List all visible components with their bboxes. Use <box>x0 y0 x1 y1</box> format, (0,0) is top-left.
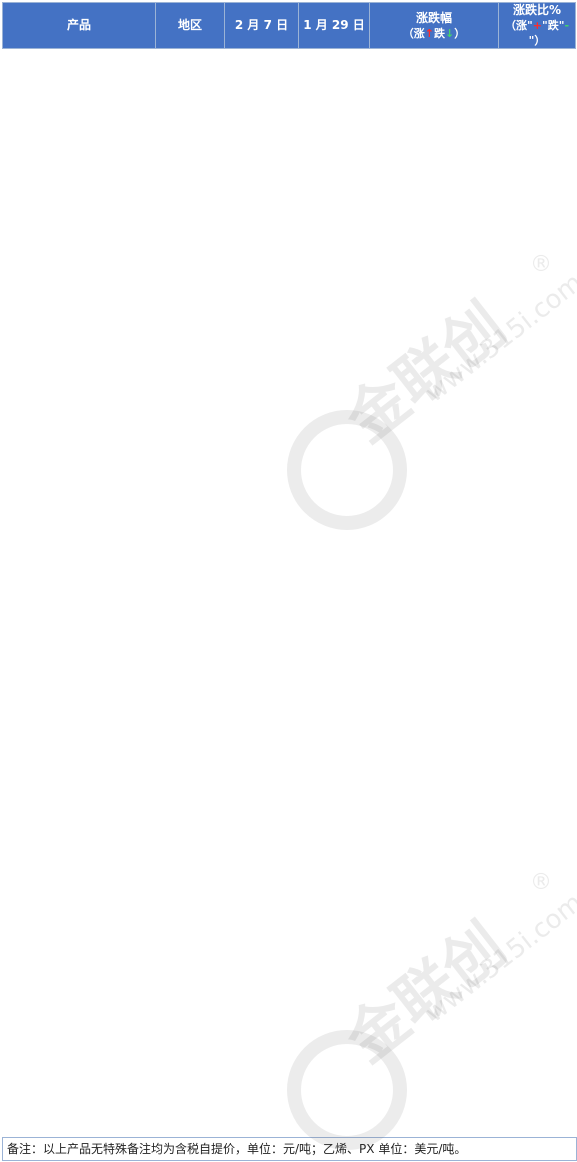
header-change-label: 涨跌幅 <box>416 10 453 25</box>
watermark-brand: 金联创 <box>333 910 519 1077</box>
brand-logo-icon <box>287 1030 407 1150</box>
header-pct-label: 涨跌比% <box>513 3 562 18</box>
watermark-reg: ® <box>530 870 552 895</box>
up-arrow-icon: ↑ <box>424 26 435 40</box>
header-date2: 1 月 29 日 <box>298 2 371 49</box>
watermark-brand: 金联创 <box>333 290 519 457</box>
header-change: 涨跌幅 （涨↑跌↓） <box>369 2 500 49</box>
watermark-reg: ® <box>530 252 552 277</box>
footnote: 备注：以上产品无特殊备注均为含税自提价，单位：元/吨；乙烯、PX 单位：美元/吨… <box>2 1137 577 1161</box>
header-product: 产品 <box>1 2 157 49</box>
header-date1: 2 月 7 日 <box>224 2 300 49</box>
brand-logo-icon <box>287 410 407 530</box>
header-pct-sub: （涨"+"跌"-"） <box>505 19 570 47</box>
header-row: 产品 地区 2 月 7 日 1 月 29 日 涨跌幅 （涨↑跌↓） 涨跌比% （… <box>1 2 577 49</box>
down-arrow-icon: ↓ <box>445 26 455 40</box>
header-change-sub: （涨↑跌↓） <box>402 26 466 40</box>
watermark-url: www.315i.com <box>420 887 577 1029</box>
header-region: 地区 <box>155 2 226 49</box>
header-pct: 涨跌比% （涨"+"跌"-"） <box>498 2 577 49</box>
watermark-url: www.315i.com <box>420 267 577 409</box>
price-table: 产品 地区 2 月 7 日 1 月 29 日 涨跌幅 （涨↑跌↓） 涨跌比% （… <box>1 2 577 49</box>
